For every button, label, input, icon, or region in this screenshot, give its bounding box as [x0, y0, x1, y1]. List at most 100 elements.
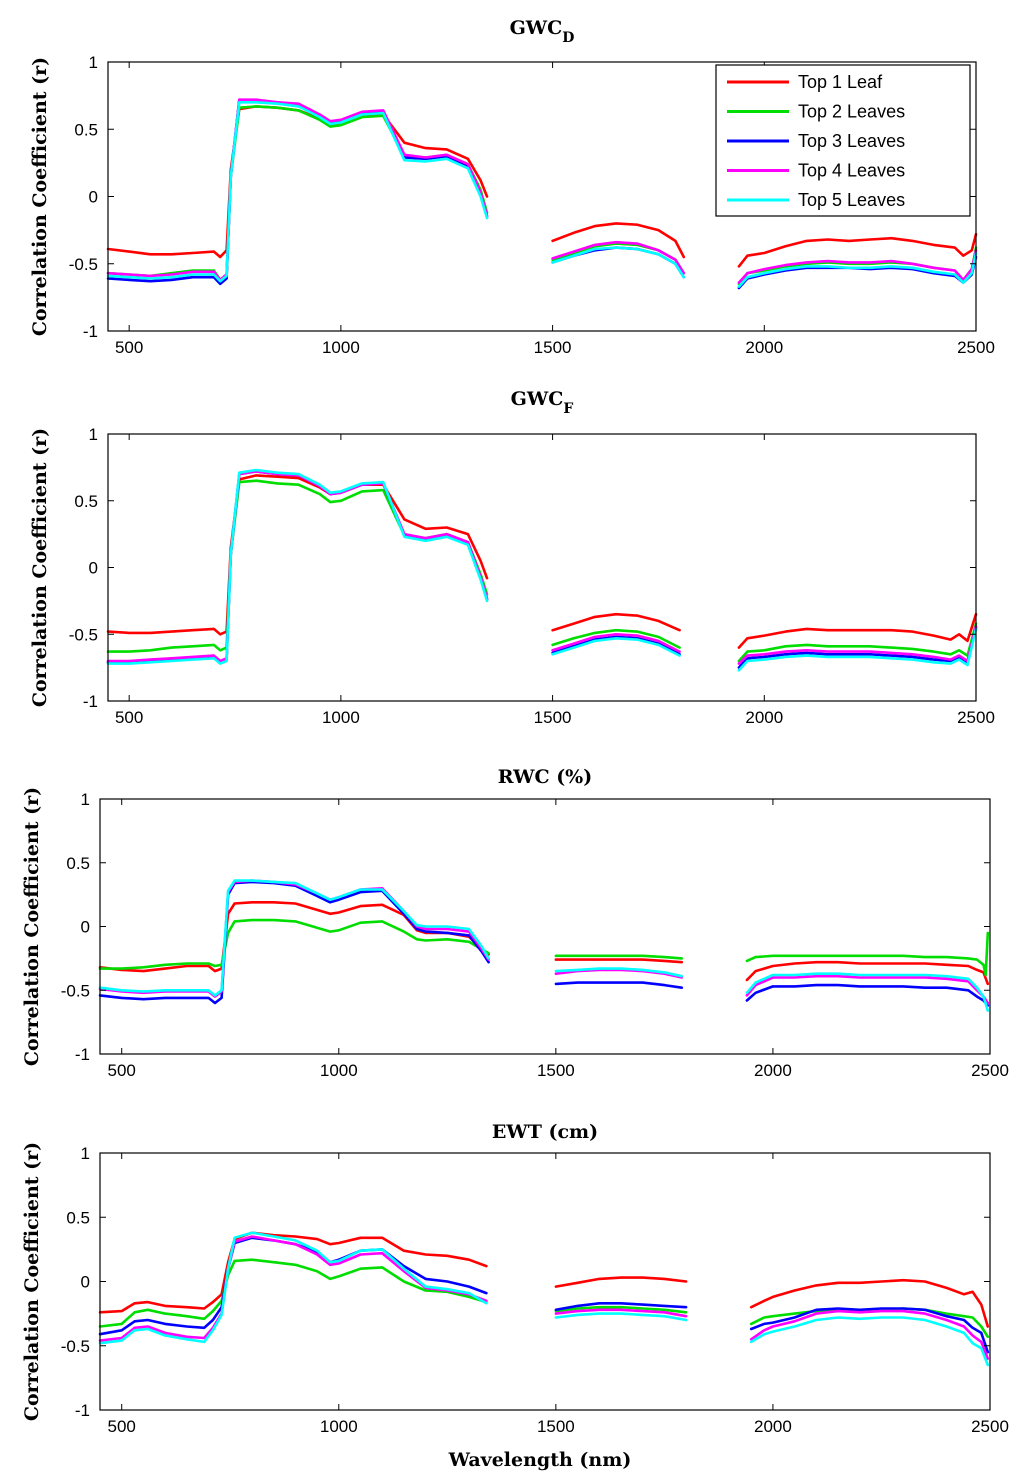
- series-line: [98, 1235, 488, 1342]
- series-line: [554, 1308, 688, 1318]
- series-line: [737, 627, 978, 672]
- series-line: [98, 879, 490, 997]
- series-line: [737, 612, 978, 649]
- chart-title: EWT (cm): [492, 1121, 598, 1143]
- y-tick-label: 1: [81, 790, 90, 809]
- series-top-4-leaves: [106, 470, 978, 665]
- legend-entry: Top 5 Leaves: [727, 190, 905, 210]
- chart-title: GWCD: [510, 17, 575, 46]
- x-tick-label: 500: [115, 708, 143, 727]
- y-axis-label: Correlation Coefficient (r): [21, 787, 43, 1066]
- y-tick-label: 0: [89, 188, 98, 207]
- series-line: [554, 1302, 688, 1312]
- y-tick-label: -1: [83, 322, 98, 341]
- series-line: [106, 479, 489, 653]
- series-top-3-leaves: [98, 880, 990, 1007]
- series-line: [737, 246, 978, 286]
- y-tick-label: 0: [89, 559, 98, 578]
- x-tick-label: 1000: [320, 1417, 358, 1436]
- series-line: [554, 1276, 688, 1288]
- series-line: [98, 879, 490, 998]
- series-line: [737, 232, 978, 268]
- series-line: [551, 612, 681, 632]
- series-top-5-leaves: [98, 1231, 990, 1367]
- chart-panel-4: EWT (cm)Correlation Coefficient (r)500 10…: [21, 1121, 1009, 1436]
- series-line: [106, 98, 489, 286]
- y-tick-label: -1: [75, 1045, 90, 1064]
- chart-panel-2: GWCF Correlation Coefficient (r) 500 1000 15…: [29, 388, 995, 727]
- series-line: [554, 954, 684, 960]
- series-line: [745, 931, 990, 977]
- x-tick-label: 1000: [320, 1061, 358, 1080]
- x-tick-label: 500: [108, 1061, 136, 1080]
- y-tick-label: -0.5: [69, 255, 98, 274]
- x-tick-label: 1500: [534, 708, 572, 727]
- series-line: [554, 1312, 688, 1322]
- series-line: [554, 981, 684, 990]
- series-line: [551, 246, 686, 279]
- legend-entry: Top 1 Leaf: [727, 72, 883, 92]
- y-tick-label: 1: [89, 425, 98, 444]
- series-top-3-leaves: [98, 1236, 990, 1354]
- x-tick-label: 500: [115, 338, 143, 357]
- series-line: [551, 628, 681, 649]
- series-top-2-leaves: [98, 918, 990, 977]
- series-line: [745, 960, 990, 986]
- series-line: [745, 972, 990, 1012]
- y-tick-label: 0: [81, 918, 90, 937]
- series-line: [106, 470, 489, 664]
- y-tick-label: 1: [81, 1144, 90, 1163]
- series-top-2-leaves: [98, 1258, 990, 1339]
- y-tick-label: -0.5: [61, 981, 90, 1000]
- y-tick-label: -0.5: [61, 1337, 90, 1356]
- x-tick-label: 1500: [537, 1061, 575, 1080]
- series-top-5-leaves: [98, 879, 990, 1012]
- chart-title: RWC (%): [498, 766, 592, 788]
- legend-label: Top 5 Leaves: [798, 190, 905, 210]
- legend-label: Top 3 Leaves: [798, 131, 905, 151]
- series-line: [98, 918, 490, 970]
- series-line: [551, 632, 681, 653]
- series-line: [106, 101, 489, 283]
- legend: Top 1 Leaf Top 2 Leaves Top 3 Leaves Top 4 …: [715, 64, 971, 217]
- legend-label: Top 4 Leaves: [798, 161, 905, 181]
- x-tick-label: 500: [108, 1417, 136, 1436]
- series-line: [737, 251, 978, 288]
- series-line: [554, 1305, 688, 1314]
- series-line: [737, 624, 978, 665]
- legend-label: Top 2 Leaves: [798, 102, 905, 122]
- series-top-2-leaves: [106, 479, 978, 663]
- series-line: [749, 1309, 990, 1360]
- y-tick-label: 0.5: [74, 492, 98, 511]
- series-line: [98, 880, 490, 1005]
- series-line: [98, 1231, 488, 1345]
- series-line: [551, 222, 686, 259]
- x-tick-label: 2000: [754, 1061, 792, 1080]
- series-line: [749, 1316, 990, 1367]
- x-axis-label: Wavelength (nm): [448, 1449, 632, 1471]
- series-top-1-leaf: [106, 474, 978, 649]
- series-top-4-leaves: [106, 98, 978, 284]
- x-tick-label: 2500: [957, 708, 995, 727]
- y-tick-label: 0.5: [74, 120, 98, 139]
- series-top-4-leaves: [98, 879, 990, 1005]
- chart-title: GWCF: [511, 388, 574, 417]
- legend-entry: Top 2 Leaves: [727, 102, 905, 122]
- legend-label: Top 1 Leaf: [798, 72, 883, 92]
- series-line: [98, 1258, 488, 1328]
- series-line: [551, 240, 686, 275]
- series-line: [737, 249, 978, 284]
- y-tick-label: 0.5: [66, 1208, 90, 1227]
- legend-entry: Top 3 Leaves: [727, 131, 905, 151]
- series-top-4-leaves: [98, 1235, 990, 1360]
- chart-panel-3: RWC (%) Correlation Coefficient (r) 500 100…: [21, 766, 1009, 1080]
- series-line: [749, 1278, 990, 1328]
- y-axis-label: Correlation Coefficient (r): [21, 1142, 43, 1421]
- y-tick-label: -0.5: [69, 625, 98, 644]
- series-line: [106, 468, 489, 665]
- x-tick-label: 2500: [971, 1061, 1009, 1080]
- series-line: [106, 105, 489, 259]
- x-tick-label: 2000: [745, 338, 783, 357]
- series-line: [106, 98, 489, 282]
